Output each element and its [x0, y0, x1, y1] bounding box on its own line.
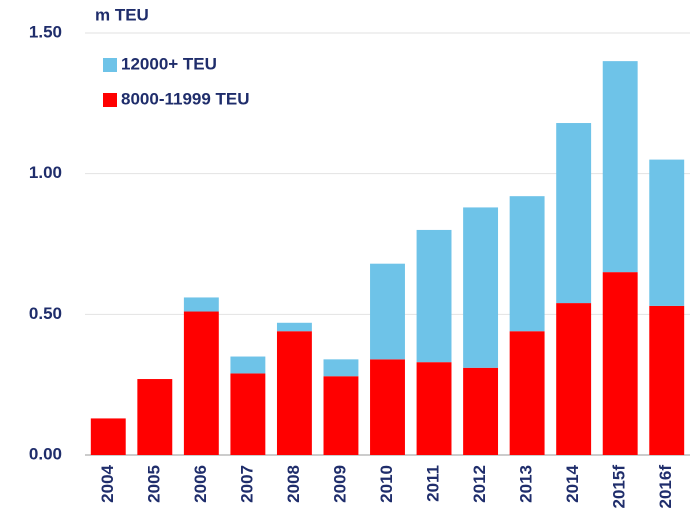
bar-segment	[276, 331, 312, 455]
x-tick-label: 2006	[191, 465, 210, 503]
x-tick-label: 2016f	[656, 465, 675, 509]
bar-segment	[230, 373, 266, 455]
bar-segment	[463, 207, 499, 368]
bar-segment	[649, 159, 685, 306]
x-tick-label: 2009	[330, 465, 349, 503]
bar-segment	[509, 331, 545, 455]
bar-segment	[556, 303, 592, 455]
legend-label: 8000-11999 TEU	[121, 89, 250, 108]
bar-segment	[463, 367, 499, 455]
bar-segment	[649, 305, 685, 455]
legend-label: 12000+ TEU	[121, 54, 217, 73]
x-tick-label: 2008	[284, 465, 303, 503]
x-tick-label: 2005	[144, 465, 163, 503]
y-tick-label: 0.00	[29, 444, 62, 463]
x-tick-label: 2012	[470, 465, 489, 503]
bar-segment	[602, 272, 638, 455]
bar-segment	[276, 322, 312, 332]
legend-swatch	[103, 58, 117, 72]
bar-segment	[323, 359, 359, 377]
x-tick-label: 2004	[98, 464, 117, 502]
bar-segment	[556, 123, 592, 304]
x-tick-label: 2011	[424, 465, 443, 502]
y-tick-label: 1.50	[29, 22, 62, 41]
bar-segment	[137, 379, 173, 455]
bar-segment	[370, 359, 405, 455]
legend-swatch	[103, 93, 117, 107]
y-axis-label: m TEU	[95, 5, 149, 24]
x-tick-label: 2010	[377, 465, 396, 503]
bar-segment	[370, 263, 405, 360]
x-tick-label: 2015f	[610, 465, 629, 509]
x-tick-label: 2014	[563, 464, 582, 502]
bar-segment	[602, 61, 638, 273]
y-tick-label: 1.00	[29, 163, 62, 182]
x-tick-label: 2007	[237, 465, 256, 503]
bar-segment	[416, 362, 452, 455]
bar-segment	[230, 356, 266, 374]
bar-segment	[183, 297, 219, 312]
bar-segment	[509, 196, 545, 332]
bar-segment	[416, 229, 452, 363]
bar-segment	[90, 418, 126, 455]
x-tick-label: 2013	[517, 465, 536, 503]
bar-segment	[183, 311, 219, 455]
bar-segment	[323, 376, 359, 455]
y-tick-label: 0.50	[29, 304, 62, 323]
